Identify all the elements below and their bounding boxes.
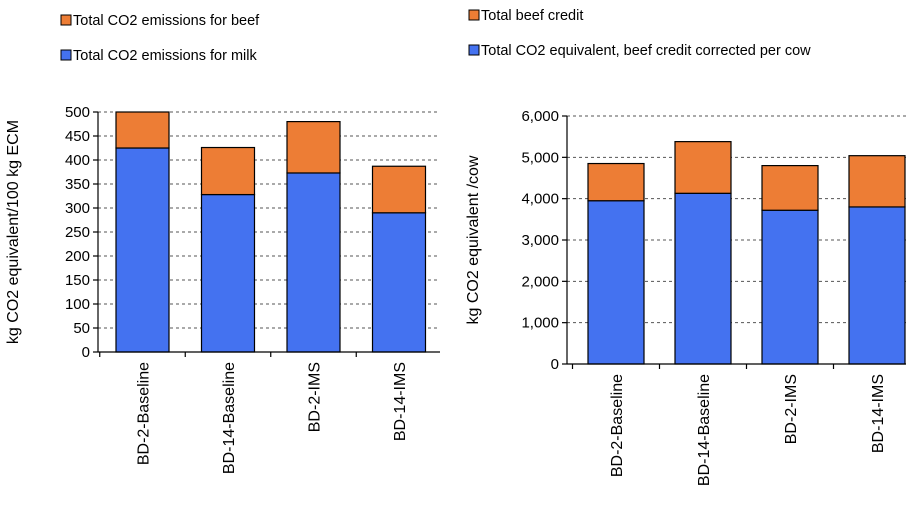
chart0-bar-1-1	[200, 146, 256, 196]
chart1-bar-0-1	[674, 192, 732, 365]
chart0-bar-0-3	[371, 212, 427, 353]
chart0-category-label-3: BD-14-IMS	[392, 362, 409, 441]
chart1-legend-swatch-0	[468, 9, 480, 21]
chart1-ytick-label-4: 4,000	[521, 191, 559, 208]
chart0-category-label-2: BD-2-IMS	[307, 362, 324, 432]
chart1-legend-swatch-1	[468, 44, 480, 56]
chart1-ytick-label-1: 1,000	[521, 315, 559, 332]
chart1-ytick-label-2: 2,000	[521, 273, 559, 290]
chart0-y-axis-title: kg CO2 equivalent/100 kg ECM	[5, 120, 22, 344]
chart1-bar-1-3	[848, 155, 906, 208]
chart0-ytick-label-2: 100	[65, 296, 90, 313]
chart0-ytick-label-5: 250	[65, 224, 90, 241]
chart1-category-label-1: BD-14-Baseline	[696, 374, 713, 486]
chart0-legend-label-0: Total CO2 emissions for beef	[73, 13, 260, 29]
chart0-ytick-label-7: 350	[65, 176, 90, 193]
chart0-ytick-label-4: 200	[65, 248, 90, 265]
chart0-ytick-label-6: 300	[65, 200, 90, 217]
chart1-bar-1-2	[761, 165, 819, 211]
chart0-category-label-0: BD-2-Baseline	[136, 362, 153, 465]
chart0-bar-0-0	[115, 147, 170, 353]
chart1-ytick-label-0: 0	[551, 356, 559, 373]
chart0-ytick-label-3: 150	[65, 272, 90, 289]
chart0-legend-label-1: Total CO2 emissions for milk	[73, 48, 257, 64]
chart0-ytick-label-8: 400	[65, 152, 90, 169]
chart1-ytick-label-3: 3,000	[521, 232, 559, 249]
chart1-bar-0-2	[761, 209, 819, 365]
chart1-ytick-label-6: 6,000	[521, 108, 559, 125]
chart1-category-label-2: BD-2-IMS	[783, 374, 800, 444]
chart0-bar-0-1	[200, 193, 256, 353]
chart1-bar-1-0	[587, 162, 645, 202]
chart1-category-label-0: BD-2-Baseline	[609, 374, 626, 477]
chart1-bar-0-0	[587, 200, 645, 365]
chart0-ytick-label-9: 450	[65, 128, 90, 145]
chart1-ytick-label-5: 5,000	[521, 149, 559, 166]
chart1-bar-0-3	[848, 206, 906, 365]
chart1-bar-1-1	[674, 141, 732, 194]
chart0-bar-1-0	[115, 111, 170, 149]
chart0-bar-1-2	[286, 120, 341, 174]
chart1-y-axis-title: kg CO2 equivalent /cow	[465, 155, 482, 324]
chart0-bar-1-3	[371, 165, 427, 214]
chart1-legend-label-0: Total beef credit	[481, 8, 583, 24]
chart0-ytick-label-10: 500	[65, 104, 90, 121]
chart0-ytick-label-1: 50	[73, 320, 90, 337]
chart0-bar-0-2	[286, 172, 341, 353]
chart1-category-label-3: BD-14-IMS	[870, 374, 887, 453]
chart0-ytick-label-0: 0	[82, 344, 90, 361]
chart0-legend-swatch-1	[60, 49, 72, 61]
chart0-legend-swatch-0	[60, 14, 72, 26]
chart1-legend-label-1: Total CO2 equivalent, beef credit correc…	[481, 43, 811, 59]
chart0-category-label-1: BD-14-Baseline	[221, 362, 238, 474]
